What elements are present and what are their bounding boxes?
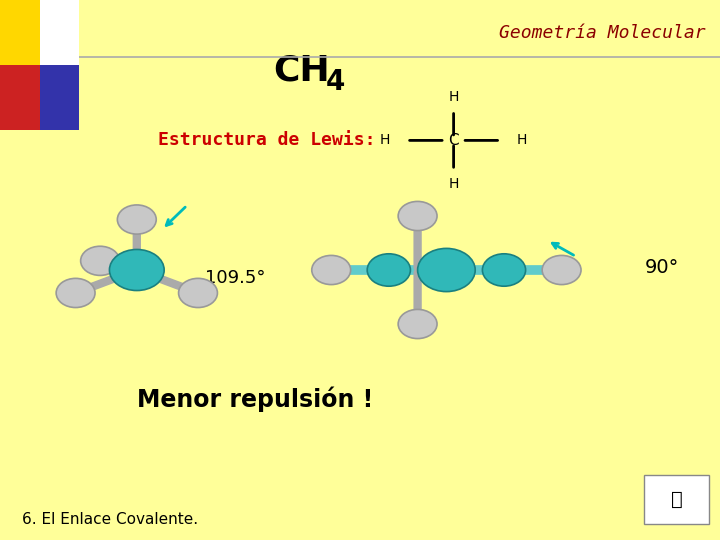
Circle shape — [542, 255, 581, 285]
FancyBboxPatch shape — [0, 0, 40, 65]
FancyBboxPatch shape — [40, 0, 79, 65]
Circle shape — [117, 205, 156, 234]
Circle shape — [418, 248, 475, 292]
Text: H: H — [449, 90, 459, 104]
Text: Estructura de Lewis:: Estructura de Lewis: — [158, 131, 376, 150]
FancyBboxPatch shape — [644, 475, 709, 524]
Text: H: H — [380, 133, 390, 147]
Circle shape — [179, 279, 217, 308]
Circle shape — [482, 254, 526, 286]
Text: C: C — [449, 133, 459, 148]
FancyBboxPatch shape — [40, 65, 79, 130]
Circle shape — [312, 255, 351, 285]
Circle shape — [367, 254, 410, 286]
Text: 90°: 90° — [644, 258, 679, 277]
Circle shape — [398, 201, 437, 231]
Text: H: H — [449, 177, 459, 191]
Text: H: H — [517, 133, 527, 147]
Text: 4: 4 — [325, 68, 345, 96]
Text: CH: CH — [274, 53, 330, 87]
Circle shape — [81, 246, 120, 275]
Text: Menor repulsión !: Menor repulsión ! — [137, 387, 373, 413]
Text: 6. El Enlace Covalente.: 6. El Enlace Covalente. — [22, 511, 198, 526]
Circle shape — [398, 309, 437, 339]
Circle shape — [109, 249, 164, 291]
Text: 109.5°: 109.5° — [205, 269, 266, 287]
FancyBboxPatch shape — [0, 65, 40, 130]
Text: Geometría Molecular: Geometría Molecular — [499, 24, 706, 42]
Circle shape — [56, 279, 95, 308]
Text: 🎓: 🎓 — [671, 490, 683, 509]
